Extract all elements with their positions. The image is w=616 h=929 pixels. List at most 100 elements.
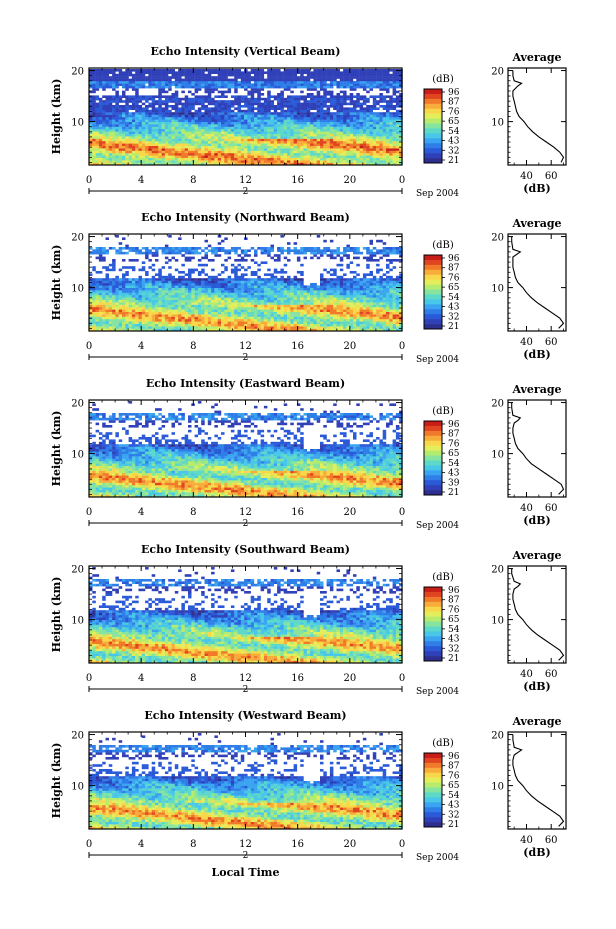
- profile-x-tick-label: 40: [520, 669, 533, 680]
- colorbar-segment: [424, 450, 442, 456]
- panel-title: Echo Intensity (Northward Beam): [141, 211, 350, 224]
- colorbar-segment: [424, 757, 442, 764]
- y-tick-label: 20: [71, 731, 84, 742]
- colorbar-tick-label: 96: [448, 88, 460, 98]
- colorbar-segment: [424, 475, 442, 481]
- colorbar-unit: (dB): [432, 738, 454, 749]
- x-tick-label: 20: [343, 839, 356, 850]
- colorbar-unit: (dB): [432, 572, 454, 583]
- x-tick-label: 0: [86, 507, 92, 518]
- colorbar-segment: [424, 118, 442, 124]
- x-tick-label: 0: [86, 341, 92, 352]
- profile-x-axis-label: (dB): [523, 514, 550, 527]
- colorbar-segment: [424, 445, 442, 451]
- colorbar-segment: [424, 435, 442, 442]
- colorbar-tick-label: 43: [448, 801, 460, 811]
- colorbar-tick-label: 87: [448, 762, 460, 772]
- profile-y-tick-label: 10: [491, 118, 504, 129]
- profile-y-tick-label: 20: [491, 233, 504, 244]
- y-tick-label: 10: [71, 782, 84, 793]
- colorbar-frame: [423, 254, 443, 330]
- colorbar-tick-label: 43: [448, 137, 460, 147]
- colorbar-tick-label: 87: [448, 430, 460, 440]
- x-tick-label: 0: [399, 673, 405, 684]
- y-axis-label: Height (km): [50, 79, 63, 155]
- colorbar-tick-label: 65: [448, 117, 460, 127]
- colorbar-tick-label: 76: [448, 605, 460, 615]
- profile-line: [511, 568, 565, 661]
- colorbar-segment: [424, 455, 442, 461]
- x-tick-label: 20: [343, 507, 356, 518]
- y-tick-label: 10: [71, 616, 84, 627]
- colorbar-segment: [424, 762, 442, 769]
- average-profile: Average 10 20 40 60(dB): [491, 217, 567, 361]
- profile-title: Average: [511, 217, 561, 230]
- colorbar-tick-label: 21: [448, 654, 459, 664]
- colorbar-segment: [424, 812, 442, 818]
- colorbar-segment: [424, 817, 442, 823]
- colorbar-tick-label: 76: [448, 771, 460, 781]
- colorbar-tick-label: 32: [448, 810, 459, 820]
- colorbar-segment: [424, 470, 442, 476]
- colorbar-segment: [424, 641, 442, 647]
- colorbar-segment: [424, 284, 442, 290]
- colorbar-tick-label: 87: [448, 264, 460, 274]
- x-tick-label: 4: [138, 507, 144, 518]
- colorbar-segment: [424, 802, 442, 808]
- x-tick-label: 8: [190, 507, 196, 518]
- colorbar-segment: [424, 485, 442, 491]
- colorbar-tick-label: 43: [448, 469, 460, 479]
- beam-panel-1: Echo Intensity (Vertical Beam) 0 4 8 12 16 20 0…: [50, 45, 567, 199]
- x-tick-label: 20: [343, 341, 356, 352]
- date-marker: 2: [243, 851, 249, 861]
- colorbar-segment: [424, 636, 442, 642]
- x-tick-label: 4: [138, 839, 144, 850]
- colorbar-tick-label: 39: [448, 478, 460, 488]
- colorbar-segment: [424, 807, 442, 813]
- x-tick-label: 4: [138, 175, 144, 186]
- colorbar-segment: [424, 255, 442, 261]
- colorbar-segment: [424, 93, 442, 100]
- beam-panel-4: Echo Intensity (Southward Beam)0 4 8 12 16 20…: [50, 543, 567, 697]
- colorbar-segment: [424, 767, 442, 774]
- colorbar-tick-label: 65: [448, 615, 460, 625]
- colorbar-tick-label: 76: [448, 439, 460, 449]
- y-axis-label: Height (km): [50, 411, 63, 487]
- profile-x-tick-label: 40: [520, 171, 533, 182]
- x-tick-label: 4: [138, 341, 144, 352]
- colorbar-segment: [424, 591, 442, 598]
- colorbar-segment: [424, 153, 442, 159]
- x-tick-label: 16: [291, 341, 304, 352]
- x-tick-label: 12: [239, 507, 252, 518]
- colorbar-segment: [424, 587, 442, 593]
- colorbar-tick-label: 32: [448, 312, 459, 322]
- colorbar-tick-label: 32: [448, 644, 459, 654]
- profile-x-axis-label: (dB): [523, 182, 550, 195]
- y-axis-label: Height (km): [50, 743, 63, 819]
- y-tick-label: 10: [71, 450, 84, 461]
- colorbar-tick-label: 32: [448, 146, 459, 156]
- colorbar-segment: [424, 651, 442, 657]
- echo-heatmap: [89, 401, 403, 498]
- colorbar-segment: [424, 158, 442, 164]
- profile-title: Average: [511, 715, 561, 728]
- colorbar-tick-label: 21: [448, 156, 459, 166]
- profile-line: [511, 402, 565, 495]
- colorbar-segment: [424, 324, 442, 330]
- colorbar-tick-label: 65: [448, 781, 460, 791]
- x-tick-label: 4: [138, 673, 144, 684]
- colorbar-segment: [424, 787, 442, 793]
- colorbar-segment: [424, 421, 442, 427]
- colorbar-tick-label: 87: [448, 98, 460, 108]
- colorbar-segment: [424, 430, 442, 437]
- colorbar-tick-label: 21: [448, 488, 459, 498]
- x-tick-label: 20: [343, 673, 356, 684]
- colorbar-segment: [424, 264, 442, 271]
- x-tick-label: 8: [190, 341, 196, 352]
- date-label: Sep 2004: [416, 687, 459, 697]
- x-tick-label: 0: [86, 839, 92, 850]
- colorbar-unit: (dB): [432, 240, 454, 251]
